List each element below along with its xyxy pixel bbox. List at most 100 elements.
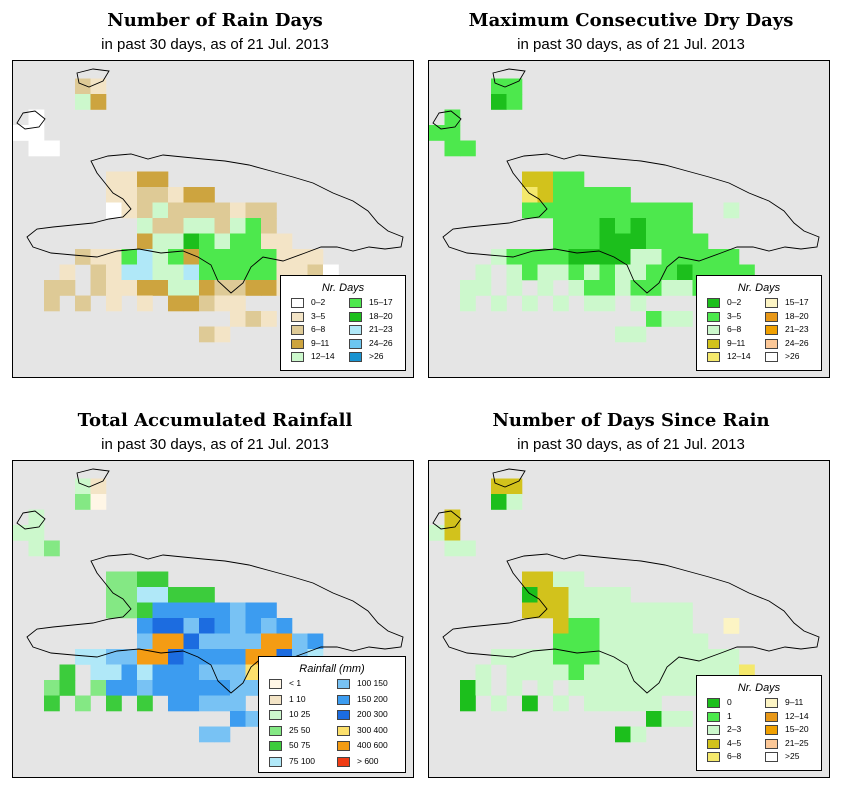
grid-cell [106,664,122,681]
grid-cell [276,633,293,650]
grid-cell [723,618,740,634]
grid-cell [646,311,662,327]
grid-cell [444,525,461,541]
grid-cell [615,587,631,603]
grid-cell [152,664,169,681]
coastline [26,553,404,694]
grid-cell [168,649,184,665]
grid-cell [599,587,616,603]
grid-cell [630,695,647,712]
grid-cell [152,233,169,250]
grid-cell [137,618,153,634]
legend-swatch [707,725,720,735]
panel-rain-days: Number of Rain Days in past 30 days, as … [0,0,414,380]
grid-cell [522,587,538,603]
grid-cell [90,280,107,296]
grid-cell [106,571,122,588]
grid-cell [692,633,709,650]
grid-cell [475,264,492,281]
grid-cell [152,249,169,265]
grid-cell [537,587,554,603]
grid-cell [137,202,153,219]
grid-cell [599,680,616,696]
grid-cell [28,109,45,126]
grid-cell [199,326,215,343]
grid-cell [677,618,693,634]
grid-cell [677,202,693,219]
grid-cell [568,187,585,203]
grid-cell [553,571,569,588]
legend-label: 18–20 [369,310,393,321]
grid-cell [630,295,647,312]
grid-cell [692,249,709,265]
grid-cell [44,540,60,557]
grid-cell [723,649,740,665]
grid-cell [137,587,153,603]
grid-cell [677,633,693,650]
map-grid-svg [429,68,820,343]
grid-cell [661,311,678,327]
legend-title: Nr. Days [737,682,781,694]
legend-swatch [765,325,778,335]
grid-cell [615,618,631,634]
panel-subtitle: in past 30 days, as of 21 Jul. 2013 [517,436,745,453]
grid-cell [615,187,631,203]
grid-cell [214,695,231,712]
coastline [492,468,526,488]
legend-swatch [707,352,720,362]
grid-cell [584,664,600,681]
grid-cell [152,618,169,634]
grid-cell [584,618,600,634]
coastline [432,510,462,530]
grid-cell [630,649,647,665]
grid-cell [152,264,169,281]
grid-cell [137,649,153,665]
legend-swatch [765,698,778,708]
grid-cell [121,249,138,265]
grid-cell [230,664,246,681]
grid-cell [615,326,631,343]
grid-cell [90,494,107,510]
legend-swatch [765,352,778,362]
panel-subtitle: in past 30 days, as of 21 Jul. 2013 [517,36,745,53]
grid-cell [152,587,169,603]
grid-cell [137,280,153,296]
grid-cell [506,94,523,110]
legend-label: 6–8 [727,324,742,334]
grid-cell [599,187,616,203]
panel-title: Number of Rain Days [107,10,323,31]
grid-cell [183,264,200,281]
grid-cell [661,680,678,696]
grid-cell [168,249,184,265]
grid-cell [630,202,647,219]
grid-cell [199,602,215,619]
legend-label: 1 10 [289,693,306,704]
grid-cell [137,264,153,281]
grid-cell [152,602,169,619]
grid-cell [230,295,246,312]
legend-swatch [269,756,282,767]
grid-cell [615,649,631,665]
grid-cell [615,264,631,281]
legend-swatch [291,311,304,322]
grid-cell [553,664,569,681]
grid-cell [568,649,585,665]
grid-cell [630,233,647,250]
grid-cell [599,218,616,234]
grid-cell [661,602,678,619]
legend-label: 3–5 [311,310,326,321]
grid-cell [630,280,647,296]
grid-cell [630,326,647,343]
grid-cell [661,233,678,250]
grid-cell [28,125,45,141]
grid-cell [245,249,262,265]
grid-cell [106,280,122,296]
grid-cell [214,280,231,296]
grid-cell [214,726,231,743]
legend-label: 400 600 [357,740,388,750]
legend-label: 100 150 [357,678,388,688]
grid-cell [168,187,184,203]
legend-swatch [707,738,720,749]
grid-cell [230,695,246,712]
grid-cell [199,649,215,665]
